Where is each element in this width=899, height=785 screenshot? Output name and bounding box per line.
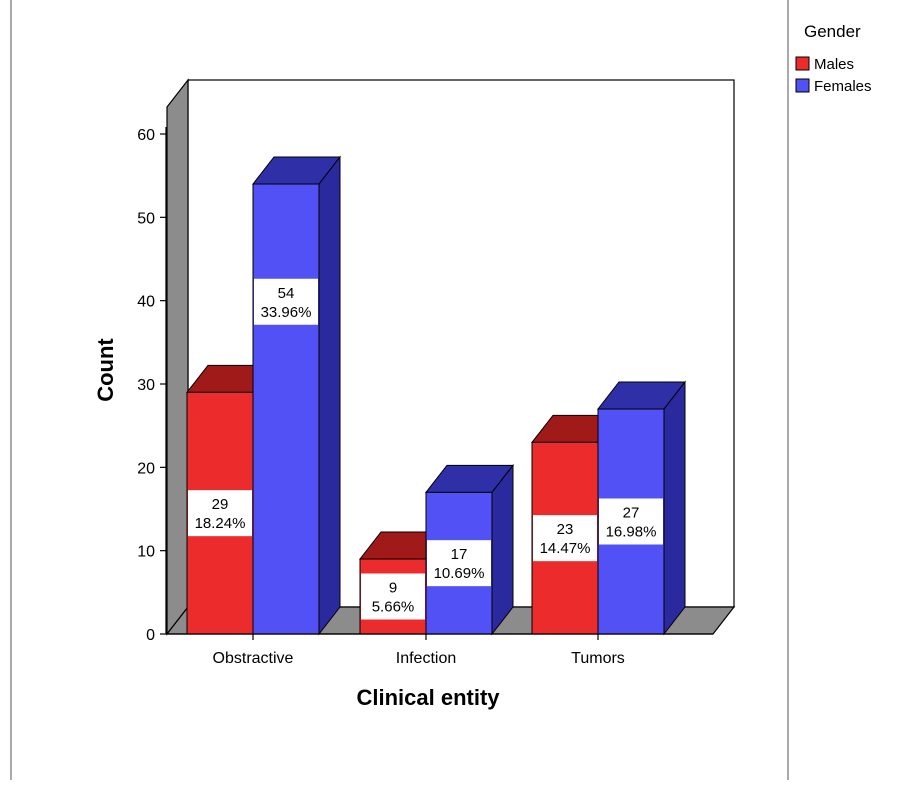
- data-label-females: 17 10.69%: [427, 540, 491, 587]
- data-label-females: 54 33.96%: [254, 278, 318, 325]
- data-label-box: [361, 573, 425, 620]
- x-axis: Obstractive Infection Tumors: [167, 633, 713, 667]
- x-tick-label: Infection: [396, 650, 456, 667]
- data-label-box: [533, 515, 597, 562]
- y-tick-label: 50: [137, 210, 155, 227]
- legend-swatch-females: [795, 78, 810, 93]
- data-label-count: 17: [451, 546, 468, 563]
- data-label-count: 23: [557, 521, 574, 538]
- x-tick-label: Tumors: [571, 650, 625, 667]
- data-label-percent: 18.24%: [195, 515, 246, 532]
- data-label-percent: 33.96%: [261, 304, 312, 321]
- y-tick-label: 60: [137, 127, 155, 144]
- y-tick-label: 20: [137, 460, 155, 477]
- data-label-box: [188, 490, 252, 537]
- y-axis-title: Count: [93, 338, 118, 402]
- legend-label-females: Females: [814, 78, 872, 95]
- data-label-males: 23 14.47%: [533, 515, 597, 562]
- data-labels-group: 29 18.24% 54 33.96% 9 5.66% 17 10.69% 23 14.47% 27…: [188, 278, 663, 620]
- data-label-box: [254, 278, 318, 325]
- data-label-count: 29: [212, 496, 229, 513]
- data-label-males: 9 5.66%: [361, 573, 425, 620]
- legend-title: Gender: [804, 22, 861, 41]
- legend: Gender Males Females: [795, 22, 872, 95]
- data-label-percent: 14.47%: [540, 540, 591, 557]
- data-label-percent: 10.69%: [434, 565, 485, 582]
- side-wall: [166, 78, 189, 636]
- y-tick-label: 40: [137, 294, 155, 311]
- y-tick-label: 30: [137, 377, 155, 394]
- bar-side-face: [318, 155, 341, 636]
- data-label-females: 27 16.98%: [599, 498, 663, 545]
- y-axis: 0 10 20 30 40 50 60: [137, 127, 167, 644]
- bar-females: [251, 155, 342, 636]
- bar-side-face: [491, 463, 514, 636]
- data-label-box: [427, 540, 491, 587]
- data-label-percent: 5.66%: [372, 599, 415, 616]
- bar-front-face: [252, 183, 320, 635]
- data-label-percent: 16.98%: [606, 524, 657, 541]
- y-tick-label: 10: [137, 544, 155, 561]
- bar-side-face: [663, 380, 686, 636]
- x-tick-label: Obstractive: [213, 650, 294, 667]
- data-label-count: 54: [278, 285, 295, 302]
- data-label-count: 27: [623, 505, 640, 522]
- data-label-count: 9: [389, 580, 397, 597]
- legend-label-males: Males: [814, 56, 854, 73]
- data-label-males: 29 18.24%: [188, 490, 252, 537]
- legend-swatch-males: [795, 56, 810, 71]
- data-label-box: [599, 498, 663, 545]
- y-tick-label: 0: [146, 627, 155, 644]
- x-axis-title: Clinical entity: [356, 685, 500, 710]
